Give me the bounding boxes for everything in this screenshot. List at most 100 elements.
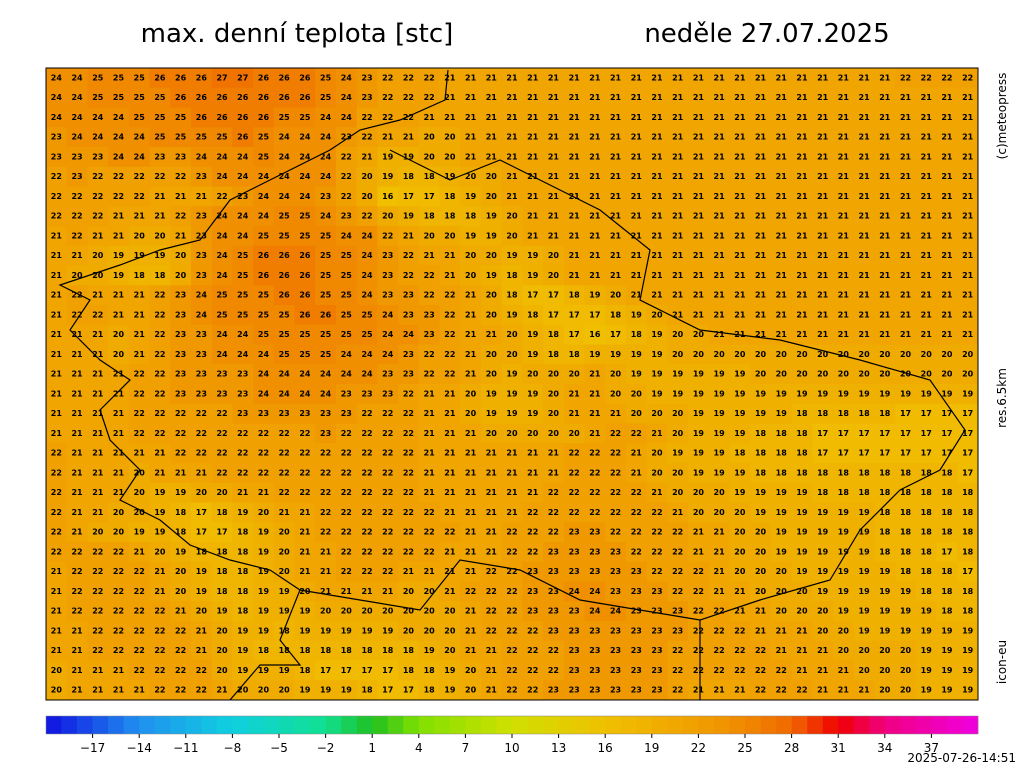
cell-value: 21	[879, 271, 891, 280]
cell	[480, 206, 503, 227]
cell-value: 21	[113, 468, 125, 477]
cell	[315, 87, 337, 108]
cell	[460, 68, 482, 89]
cell	[480, 87, 503, 108]
cell-value: 21	[776, 310, 788, 319]
cell-value: 21	[693, 113, 705, 122]
cell	[356, 87, 378, 108]
cell-value: 22	[154, 350, 165, 359]
cell	[605, 265, 627, 286]
cell	[87, 166, 109, 187]
cell-value: 18	[796, 468, 808, 477]
cell-value: 22	[610, 468, 621, 477]
cell-value: 23	[651, 646, 662, 655]
cell-value: 26	[237, 133, 249, 142]
cell-value: 23	[569, 646, 580, 655]
cell	[253, 344, 275, 365]
cell	[625, 245, 648, 266]
cell-value: 23	[610, 547, 621, 556]
cell-value: 19	[941, 666, 953, 675]
cell-value: 20	[714, 508, 726, 517]
cell	[315, 127, 337, 148]
cell-value: 24	[279, 192, 291, 201]
cell-value: 23	[71, 172, 82, 181]
cell	[480, 226, 503, 247]
cell	[501, 265, 523, 286]
cell-value: 24	[216, 212, 228, 221]
cell	[66, 87, 88, 108]
cell-value: 21	[714, 133, 726, 142]
cell	[356, 166, 378, 187]
cell-value: 26	[196, 93, 208, 102]
cell	[108, 87, 130, 108]
cell-value: 22	[113, 567, 124, 576]
cell	[750, 324, 772, 345]
cell	[584, 285, 606, 306]
cell	[211, 305, 233, 326]
cell-value: 19	[962, 626, 974, 635]
cell-value: 21	[320, 547, 332, 556]
cell	[625, 87, 648, 108]
cell-value: 20	[859, 350, 871, 359]
cell	[170, 344, 192, 365]
cell	[356, 226, 378, 247]
cell-value: 23	[175, 330, 186, 339]
cell-value: 21	[631, 231, 643, 240]
cell-value: 19	[279, 666, 291, 675]
cell	[501, 324, 523, 345]
cell-value: 18	[817, 409, 829, 418]
cell-value: 25	[341, 330, 353, 339]
cell-value: 20	[465, 686, 477, 695]
cell-value: 19	[734, 389, 746, 398]
cell	[584, 147, 606, 168]
cell-value: 21	[527, 449, 539, 458]
cell-value: 21	[838, 251, 850, 260]
colorbar-segment	[915, 716, 932, 734]
cell-value: 19	[486, 409, 498, 418]
cell-value: 21	[610, 409, 622, 418]
cell	[87, 285, 109, 306]
cell	[149, 344, 171, 365]
cell-value: 22	[506, 607, 517, 616]
cell-value: 22	[693, 587, 704, 596]
cell-value: 21	[714, 73, 726, 82]
cell-value: 21	[714, 547, 726, 556]
cell	[708, 285, 730, 306]
cell	[418, 285, 441, 306]
cell-value: 21	[651, 152, 663, 161]
cell-value: 19	[734, 468, 746, 477]
cell	[273, 245, 296, 266]
cell-value: 22	[341, 172, 352, 181]
cell-value: 21	[465, 607, 477, 616]
cell-value: 18	[962, 587, 974, 596]
cell-value: 21	[71, 370, 83, 379]
cell-value: 20	[341, 607, 353, 616]
cell	[957, 324, 979, 345]
cell-value: 22	[424, 73, 435, 82]
cell-value: 21	[320, 567, 332, 576]
cell-value: 21	[962, 192, 974, 201]
cell-value: 21	[465, 626, 477, 635]
cell-value: 21	[631, 73, 643, 82]
cell	[170, 127, 192, 148]
cell	[605, 147, 627, 168]
cell	[895, 107, 917, 128]
cell-value: 21	[424, 251, 436, 260]
cell-value: 24	[382, 350, 394, 359]
cell-value: 21	[92, 370, 104, 379]
cell-value: 25	[216, 291, 228, 300]
cell-value: 22	[196, 686, 207, 695]
cell-value: 19	[237, 646, 249, 655]
cell-value: 23	[569, 528, 580, 537]
cell-value: 21	[465, 449, 477, 458]
cell	[46, 285, 68, 306]
cell-value: 21	[51, 251, 63, 260]
colorbar-tick-label: −14	[127, 741, 152, 755]
cell	[812, 147, 834, 168]
cell-value: 18	[444, 212, 456, 221]
cell-value: 22	[548, 528, 559, 537]
cell-value: 20	[486, 350, 498, 359]
cell	[729, 285, 751, 306]
cell	[87, 305, 109, 326]
